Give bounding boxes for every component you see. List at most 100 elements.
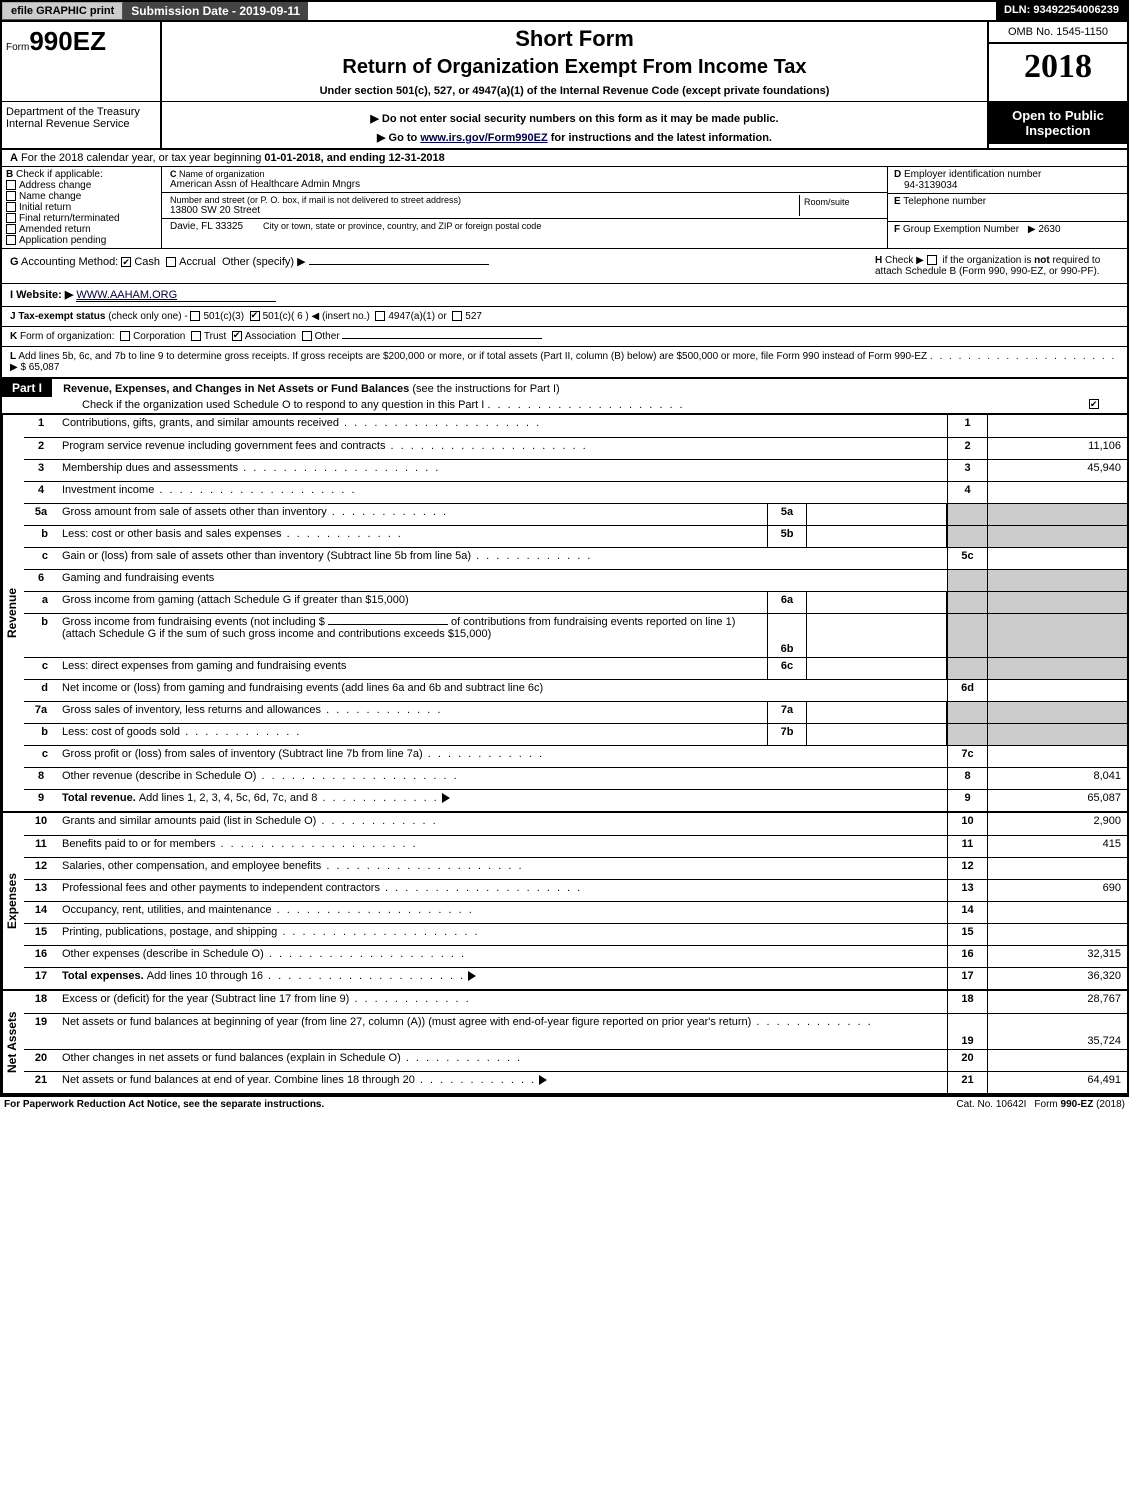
checkbox-name-change[interactable] [6,191,16,201]
line-14-numcol: 14 [947,902,987,923]
website-link[interactable]: WWW.AAHAM.ORG [76,289,276,302]
website-label: Website: ▶ [16,289,73,301]
line-19-num: 19 [24,1014,58,1049]
line-3-value: 45,940 [987,460,1127,481]
checkbox-527[interactable] [452,311,462,321]
line-20-numcol: 20 [947,1050,987,1071]
side-label-net-assets: Net Assets [2,991,24,1093]
line-7a-desc: Gross sales of inventory, less returns a… [62,704,321,716]
dots-1 [339,417,541,429]
checkbox-501c[interactable] [250,311,260,321]
line-14-num: 14 [24,902,58,923]
line-2-num: 2 [24,438,58,459]
checkbox-501c3[interactable] [190,311,200,321]
line-13-desc: Professional fees and other payments to … [62,882,380,894]
opt-initial-return: Initial return [19,202,71,213]
dots-4 [154,484,356,496]
checkbox-4947[interactable] [375,311,385,321]
line-15-desc: Printing, publications, postage, and shi… [62,926,277,938]
part1-title: Revenue, Expenses, and Changes in Net As… [55,383,412,395]
other-org-input[interactable] [342,338,542,339]
line-21-desc: Net assets or fund balances at end of ye… [62,1074,415,1086]
line-7b-innum: 7b [767,724,807,745]
phone-value [894,207,1121,219]
line-6b-input[interactable] [328,624,448,625]
line-6-numcol [947,570,987,591]
line-6b-desc-pre: Gross income from fundraising events (no… [62,616,328,628]
irs-link[interactable]: www.irs.gov/Form990EZ [420,132,547,144]
line-10-numcol: 10 [947,813,987,835]
line-6d-desc: Net income or (loss) from gaming and fun… [62,682,543,694]
tax-exempt-note: (check only one) - [108,311,187,322]
opt-501c3: 501(c)(3) [203,311,244,322]
checkbox-association[interactable] [232,331,242,341]
line-7b-desc: Less: cost of goods sold [62,726,180,738]
line-17-num: 17 [24,968,58,989]
tax-year-end: 12-31-2018 [389,152,445,164]
opt-trust: Trust [204,331,226,342]
dots-18 [349,993,470,1005]
name-label: Name of organization [179,169,265,179]
checkbox-initial-return[interactable] [6,202,16,212]
checkbox-trust[interactable] [191,331,201,341]
dots-14 [272,904,474,916]
line-21-value: 64,491 [987,1072,1127,1093]
line-6c-desc: Less: direct expenses from gaming and fu… [62,660,346,672]
footer-paperwork: For Paperwork Reduction Act Notice, see … [0,1099,948,1110]
section-i-label: I [10,289,13,301]
other-specify-input[interactable] [309,264,489,265]
line-3-numcol: 3 [947,460,987,481]
checkbox-application-pending[interactable] [6,235,16,245]
line-7b-num: b [24,724,58,745]
checkbox-other-org[interactable] [302,331,312,341]
checkbox-address-change[interactable] [6,180,16,190]
line-11-desc: Benefits paid to or for members [62,838,215,850]
line-12-numcol: 12 [947,858,987,879]
line-20-desc: Other changes in net assets or fund bala… [62,1052,401,1064]
line-9-desc-bold: Total revenue. [62,792,139,804]
line-7b-value [987,724,1127,745]
line-13-value: 690 [987,880,1127,901]
efile-print-button[interactable]: efile GRAPHIC print [2,2,123,20]
checkbox-accrual[interactable] [166,257,176,267]
goto-prefix: ▶ Go to [377,132,420,144]
checkbox-cash[interactable] [121,257,131,267]
goto-line: ▶ Go to www.irs.gov/Form990EZ for instru… [170,131,979,144]
line-7a-value [987,702,1127,723]
footer-formref: Form 990-EZ (2018) [1034,1099,1129,1110]
group-exemption-value: ▶ 2630 [1022,224,1061,235]
dots-8 [256,770,458,782]
dots-3 [238,462,440,474]
opt-other-org: Other [315,331,340,342]
line-6c-numcol [947,658,987,679]
line-6a-desc: Gross income from gaming (attach Schedul… [62,594,409,606]
checkbox-schedule-o[interactable] [1089,399,1099,409]
dots-7b [180,726,301,738]
h-check-label: Check ▶ [885,255,924,266]
opt-accrual: Accrual [179,256,216,268]
form-header-box: Form990EZ Short Form Return of Organizat… [0,22,1129,150]
line-7c-value [987,746,1127,767]
checkbox-corporation[interactable] [120,331,130,341]
line-1-num: 1 [24,415,58,437]
checkbox-amended-return[interactable] [6,224,16,234]
line-9-value: 65,087 [987,790,1127,811]
line-4-num: 4 [24,482,58,503]
section-d-label: D [894,169,901,180]
line-6c-num: c [24,658,58,679]
side-label-expenses: Expenses [2,813,24,989]
line-6c-value [987,658,1127,679]
line-18-num: 18 [24,991,58,1013]
phone-label: Telephone number [903,196,986,207]
line-6b-inval [807,614,947,657]
line-2-value: 11,106 [987,438,1127,459]
checkbox-final-return[interactable] [6,213,16,223]
line-8-numcol: 8 [947,768,987,789]
line-18-value: 28,767 [987,991,1127,1013]
dots-15 [277,926,479,938]
line-5b-num: b [24,526,58,547]
line-6a-inval [807,592,947,613]
opt-501c: 501(c)( 6 ) ◀ (insert no.) [263,311,370,322]
checkbox-schedule-b[interactable] [927,255,937,265]
section-c-label: C [170,169,177,179]
